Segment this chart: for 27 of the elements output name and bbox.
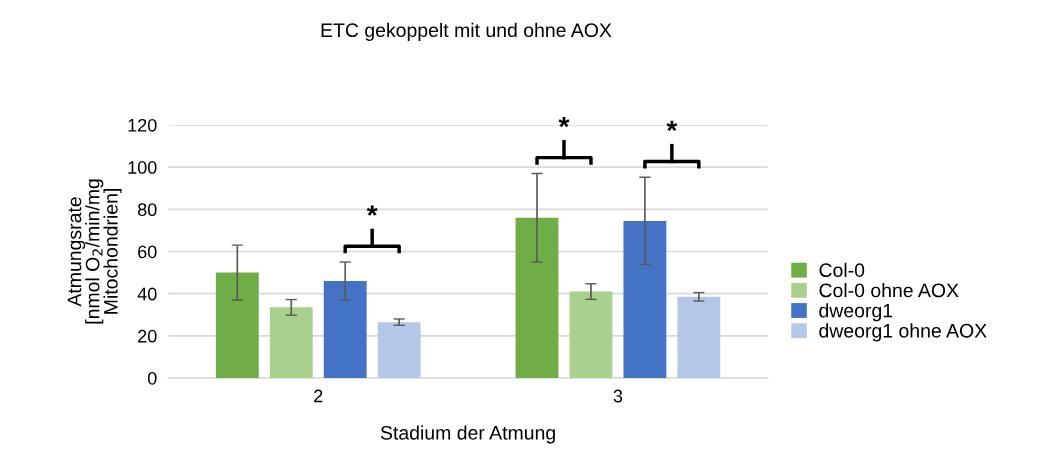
bar (377, 322, 421, 379)
legend-label: dweorg1 (819, 303, 893, 322)
annotation: * (558, 116, 570, 128)
bar (623, 220, 667, 379)
y-tick-label: 0 (147, 371, 157, 385)
bar (515, 217, 559, 379)
y-tick-label: 100 (128, 161, 157, 174)
annotation: * (366, 205, 378, 216)
legend-label: dweorg1 ohne AOX (819, 323, 987, 342)
x-tick-label: 3 (613, 389, 623, 403)
bar (677, 296, 721, 379)
y-tick-label: 80 (137, 203, 157, 217)
bar (269, 307, 313, 379)
x-axis-title: Stadium der Atmung (380, 425, 555, 444)
chart-title: ETC gekoppelt mit und ohne AOX (321, 22, 612, 41)
y-tick-label: 40 (137, 287, 157, 301)
annotation: * (666, 120, 678, 132)
y-tick-label: 20 (138, 329, 157, 343)
y-tick-label: 120 (128, 118, 157, 132)
legend-label: Col-0 (819, 262, 865, 278)
legend-label: Col-0 ohne AOX (819, 283, 959, 298)
bar (323, 281, 367, 379)
bar (215, 272, 259, 379)
bar (569, 291, 613, 379)
y-tick-label: 60 (138, 245, 157, 259)
x-tick-label: 2 (314, 389, 323, 403)
y-axis-title: Atmungsrate [nmol O$_{2}$/min/mg Mitochondrien] (67, 179, 122, 324)
